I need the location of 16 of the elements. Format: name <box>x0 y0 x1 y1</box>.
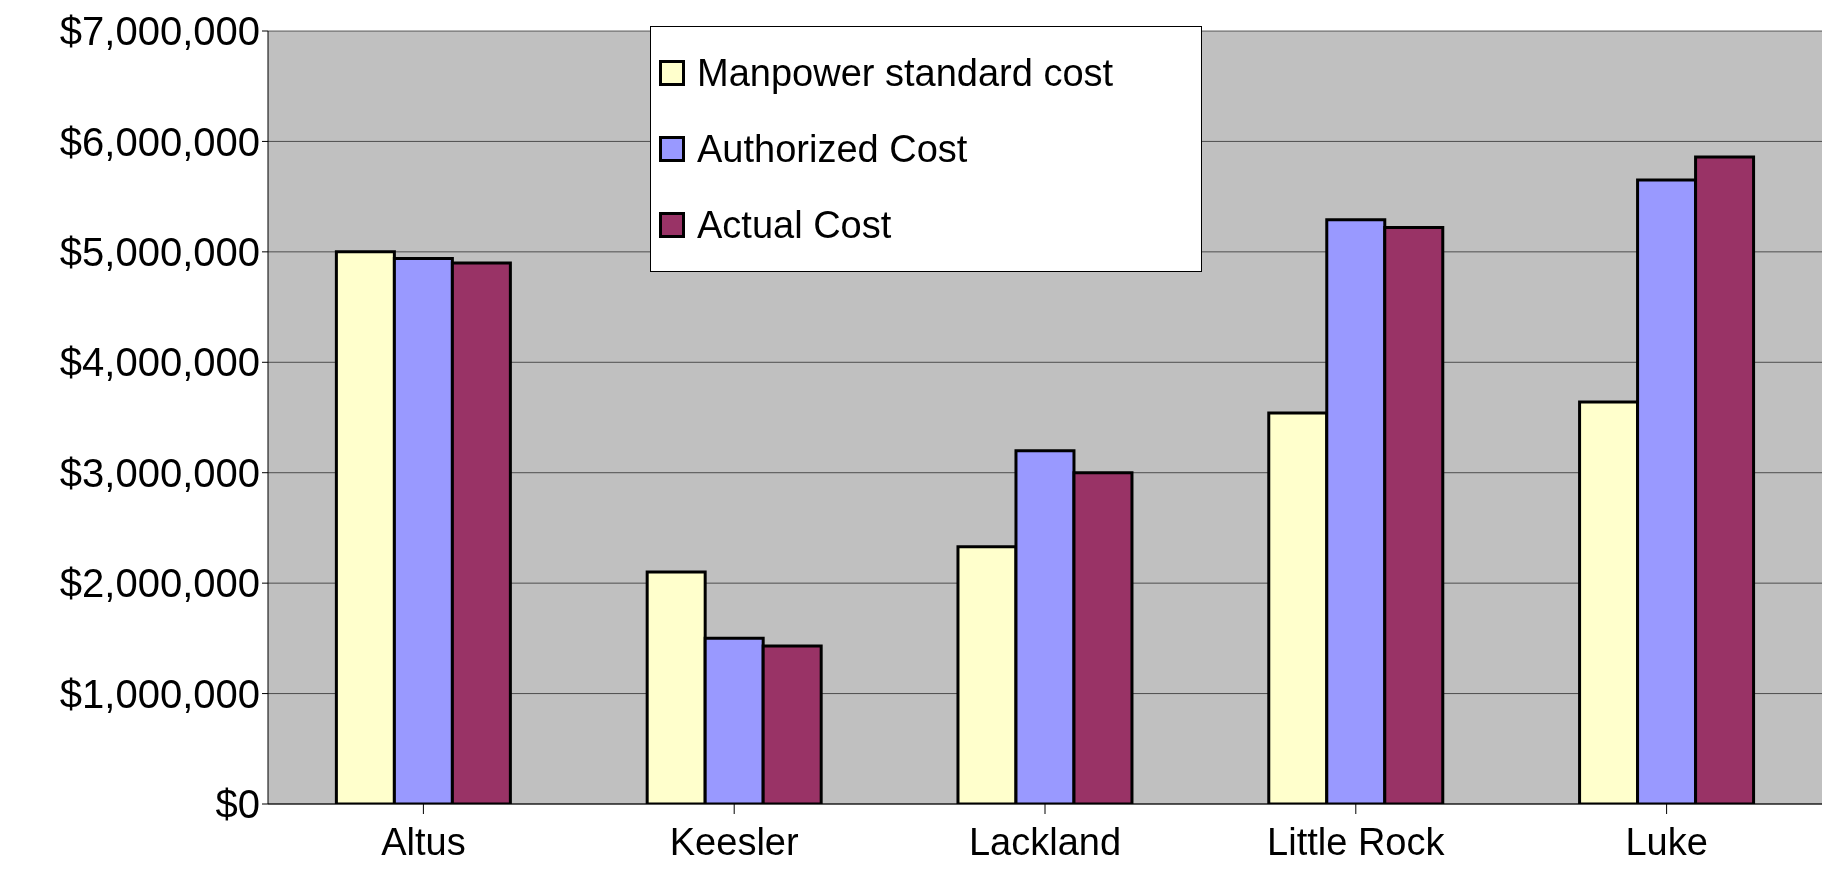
x-tick-label: Lackland <box>968 820 1122 863</box>
x-tick-label: Luke <box>1625 820 1708 863</box>
x-tick-label: Altus <box>381 820 466 863</box>
y-tick-label: $1,000,000 <box>59 671 260 716</box>
y-tick-label: $3,000,000 <box>59 450 260 495</box>
y-tick-label: $5,000,000 <box>59 230 260 275</box>
legend-label: Authorized Cost <box>697 127 968 171</box>
x-tick-label: Keesler <box>669 820 799 863</box>
y-tick-label: $2,000,000 <box>59 561 260 606</box>
y-tick-label: $7,000,000 <box>59 9 260 54</box>
legend-label: Actual Cost <box>697 203 892 247</box>
x-tick-label: Little Rock <box>1267 820 1446 863</box>
y-tick-label: $6,000,000 <box>59 119 260 164</box>
y-tick-label: $0 <box>215 782 260 827</box>
legend-label: Manpower standard cost <box>697 51 1114 95</box>
y-tick-label: $4,000,000 <box>59 340 260 385</box>
